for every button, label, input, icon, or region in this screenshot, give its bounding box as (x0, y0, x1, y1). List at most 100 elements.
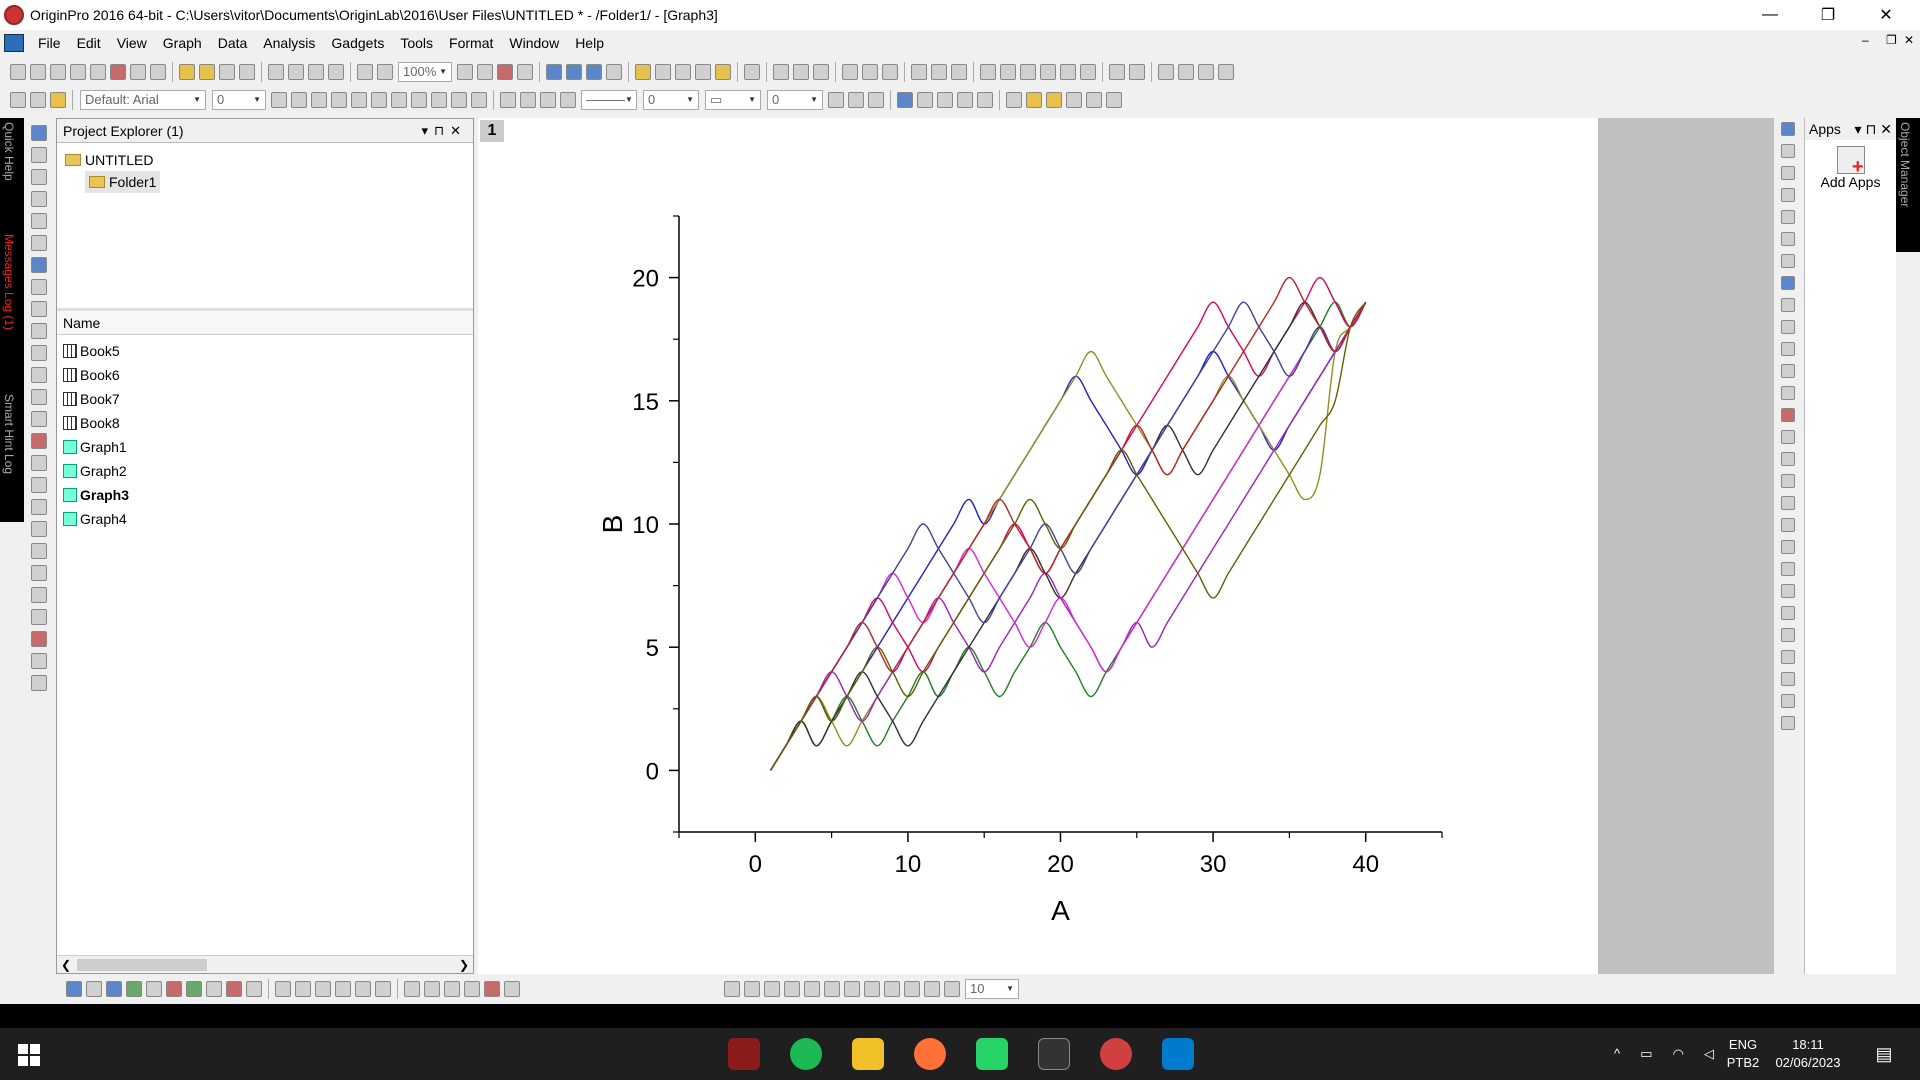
align-right-icon[interactable] (1106, 92, 1122, 108)
mdi-close-button[interactable]: ✕ (1904, 33, 1915, 47)
apps-gallery-icon[interactable] (715, 64, 731, 80)
paste-icon[interactable] (50, 92, 66, 108)
area-plot-icon[interactable] (146, 981, 162, 997)
fill-color-icon[interactable] (500, 92, 516, 108)
line-plot-icon[interactable] (66, 981, 82, 997)
lock-icon[interactable] (977, 92, 993, 108)
rescale-x-icon[interactable] (1781, 166, 1795, 180)
menu-data[interactable]: Data (217, 35, 248, 51)
results-log-icon[interactable] (566, 64, 582, 80)
draw-data-icon[interactable] (31, 257, 47, 273)
3d-bars-icon[interactable] (295, 981, 311, 997)
same-height-icon[interactable] (1781, 584, 1795, 598)
mdi-restore-button[interactable]: ❐ (1886, 33, 1897, 47)
cut-icon[interactable] (10, 92, 26, 108)
scroll-thumb[interactable] (77, 959, 207, 971)
underline-icon[interactable] (311, 92, 327, 108)
start-button[interactable] (18, 1044, 40, 1066)
axis-right-icon[interactable] (1781, 342, 1795, 356)
save-project-icon[interactable] (219, 64, 235, 80)
object-icon[interactable] (31, 653, 47, 669)
menu-gadgets[interactable]: Gadgets (331, 35, 385, 51)
symbol-color-icon[interactable] (560, 92, 576, 108)
new-graph-icon[interactable] (70, 64, 86, 80)
insert-equation-icon[interactable] (31, 499, 47, 515)
line-symbol-plot-icon[interactable] (106, 981, 122, 997)
axis-bottom-icon[interactable] (1781, 298, 1795, 312)
menu-edit[interactable]: Edit (76, 35, 101, 51)
save-template-icon[interactable] (239, 64, 255, 80)
data-reader-tool-icon[interactable] (31, 191, 47, 207)
vscode-icon[interactable] (1162, 1038, 1194, 1070)
list-item[interactable]: Book7 (63, 387, 467, 411)
axis-frame-icon[interactable] (1781, 364, 1795, 378)
data-selector-icon[interactable] (31, 235, 47, 251)
zoom-in-icon[interactable] (31, 147, 47, 163)
list-item-active[interactable]: Graph3 (63, 483, 467, 507)
rotate-icon[interactable] (1781, 716, 1795, 730)
distribute-v-icon[interactable] (1781, 540, 1795, 554)
import-single-icon[interactable] (268, 64, 284, 80)
distribute-h-icon[interactable] (1781, 518, 1795, 532)
import-wizard-icon[interactable] (308, 64, 324, 80)
scroll-left-icon[interactable]: ❮ (61, 957, 72, 972)
add-column-icon[interactable] (404, 981, 420, 997)
nudge-icon[interactable] (1781, 694, 1795, 708)
list-item[interactable]: Graph1 (63, 435, 467, 459)
pattern-icon[interactable] (520, 92, 536, 108)
resize-icon[interactable] (957, 92, 973, 108)
font-size-select[interactable]: 0 ▼ (212, 90, 266, 110)
scale-in-icon[interactable] (31, 565, 47, 581)
list-item[interactable]: Book8 (63, 411, 467, 435)
add-apps-button[interactable]: Add Apps (1805, 146, 1896, 190)
speed-mode-icon[interactable] (1781, 122, 1795, 136)
tree-folder1[interactable]: Folder1 (85, 171, 161, 193)
grid-pattern-icon[interactable] (828, 92, 844, 108)
move-left-icon[interactable] (1178, 64, 1194, 80)
sum-icon[interactable] (773, 64, 789, 80)
maximize-button[interactable]: ❐ (1820, 7, 1836, 24)
subscript-icon[interactable] (351, 92, 367, 108)
ungroup-objects-icon[interactable] (1781, 672, 1795, 686)
column-header-name[interactable]: Name (57, 311, 473, 335)
perspective-down-icon[interactable] (864, 981, 880, 997)
box-plot-icon[interactable] (226, 981, 242, 997)
project-explorer-icon[interactable] (546, 64, 562, 80)
new-excel-icon[interactable] (150, 64, 166, 80)
reset-view-icon[interactable] (944, 981, 960, 997)
clock[interactable]: 18:11 02/06/2023 (1764, 1028, 1852, 1080)
wifi-icon[interactable]: ◠ (1672, 1046, 1684, 1061)
open-template-icon[interactable] (199, 64, 215, 80)
scroll-right-icon[interactable]: ❯ (458, 957, 469, 972)
mdi-system-icon[interactable] (4, 34, 24, 52)
screen-reader-tool-icon[interactable] (31, 213, 47, 229)
screen-reader-icon[interactable] (655, 64, 671, 80)
align-left-icon[interactable] (1086, 92, 1102, 108)
enlarge-icon[interactable] (884, 981, 900, 997)
rotate-cw-icon[interactable] (804, 981, 820, 997)
tilt-down-icon[interactable] (784, 981, 800, 997)
show-hidden-icon[interactable]: ^ (1614, 1046, 1621, 1061)
rescale-y-icon[interactable] (1781, 188, 1795, 202)
list-item[interactable]: Graph2 (63, 459, 467, 483)
set-error-icon[interactable] (1040, 64, 1056, 80)
firefox-icon[interactable] (914, 1038, 946, 1070)
data-display-icon[interactable] (675, 64, 691, 80)
decrease-font-icon[interactable] (431, 92, 447, 108)
volume-icon[interactable]: ◁ (1703, 1046, 1714, 1061)
whatsapp-icon[interactable] (976, 1038, 1008, 1070)
rescale-icon[interactable] (1781, 144, 1795, 158)
greek-icon[interactable] (391, 92, 407, 108)
supersub-icon[interactable] (371, 92, 387, 108)
new-layout-icon[interactable] (110, 64, 126, 80)
import-excel-icon[interactable] (328, 64, 344, 80)
copy-icon[interactable] (30, 92, 46, 108)
extract-layers-icon[interactable] (1781, 276, 1795, 290)
set-z-icon[interactable] (1020, 64, 1036, 80)
set-x-icon[interactable] (980, 64, 996, 80)
new-matrix-icon[interactable] (50, 64, 66, 80)
panel-controls[interactable]: ▾⊓✕ (421, 122, 467, 138)
align-left-edge-icon[interactable] (1781, 474, 1795, 488)
apps-panel-controls[interactable]: ▾ ⊓ ✕ (1854, 121, 1892, 137)
print-icon[interactable] (457, 64, 473, 80)
